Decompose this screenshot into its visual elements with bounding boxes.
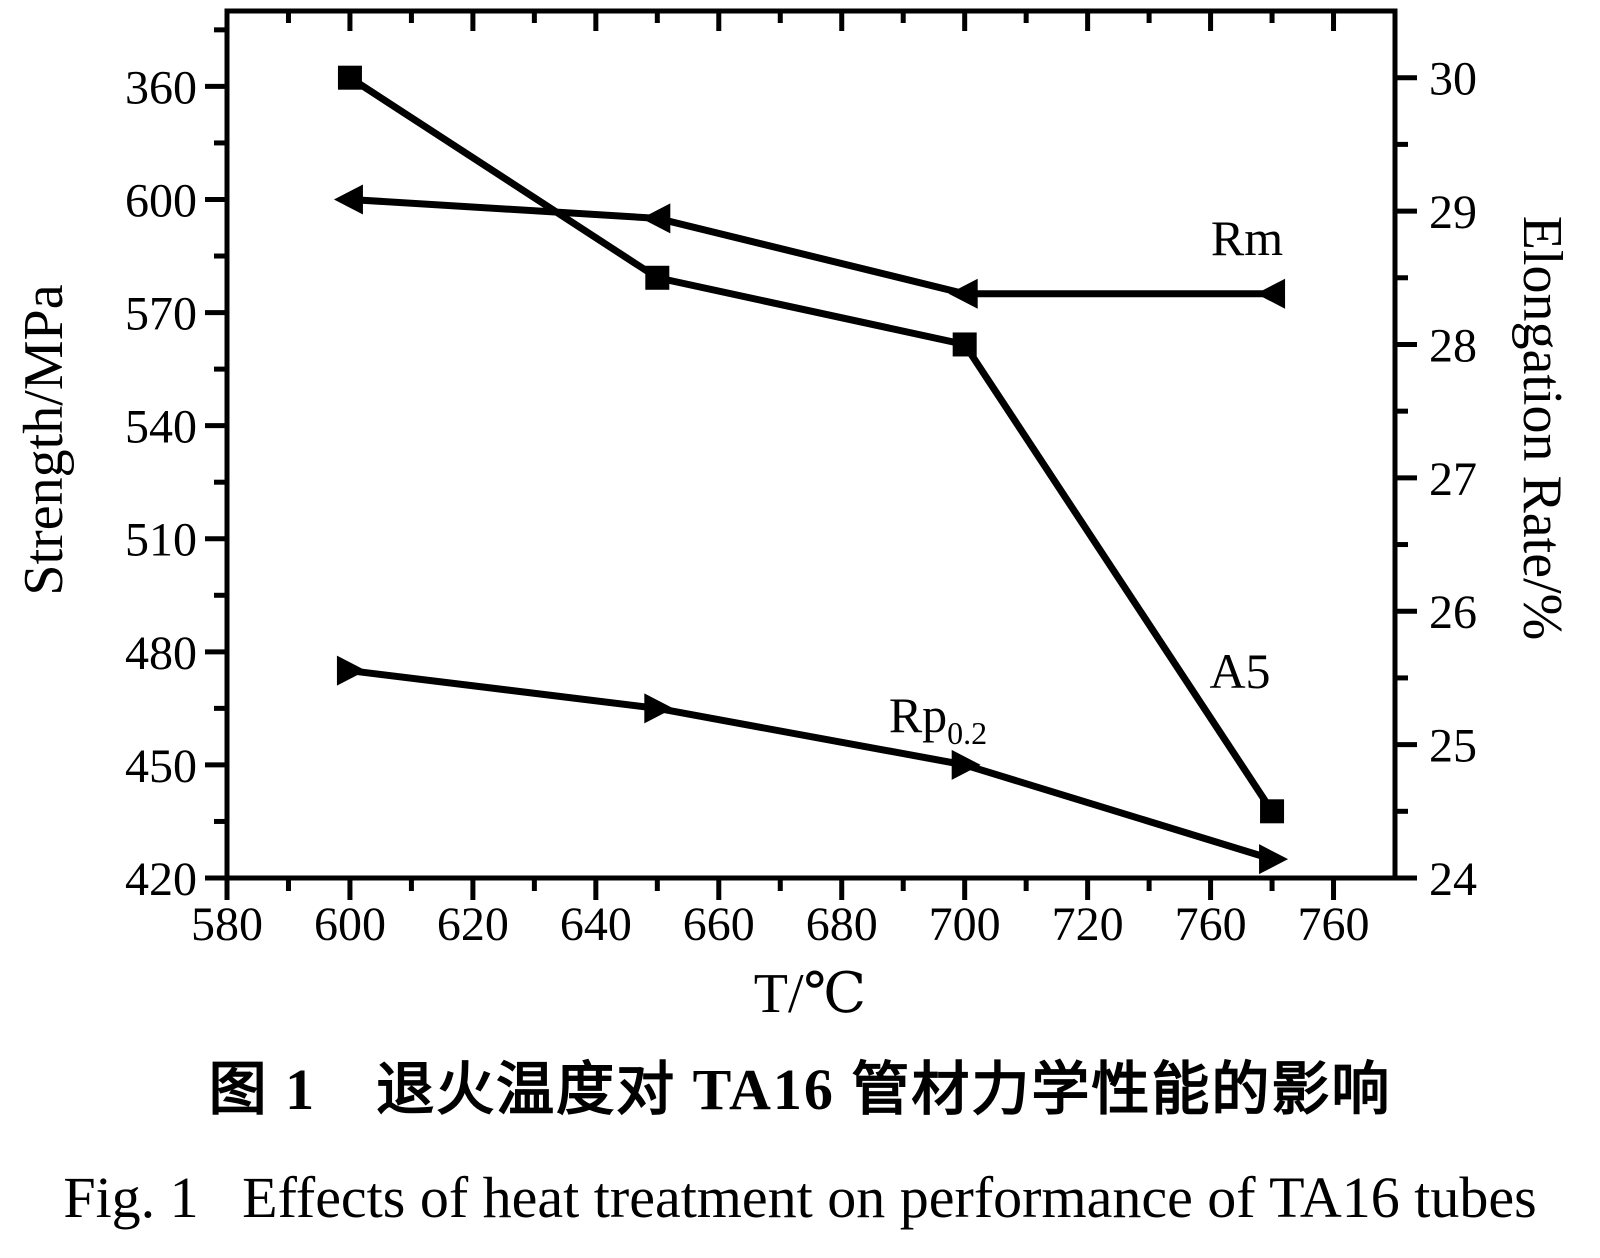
x-tick-label: 760 bbox=[1298, 898, 1370, 951]
series-A5: A5 bbox=[337, 65, 1285, 824]
x-tick-label: 720 bbox=[1052, 898, 1124, 951]
right-axis: 24 25 26 27 28 29 30 Elongation Rate/% bbox=[1395, 53, 1573, 906]
caption-english: Fig. 1 Effects of heat treatment on perf… bbox=[63, 1165, 1537, 1230]
left-tick-label: 600 bbox=[125, 174, 197, 227]
series-label-Rm: Rm bbox=[1211, 210, 1283, 266]
square-marker bbox=[645, 265, 670, 290]
x-tick-label: 600 bbox=[314, 898, 386, 951]
series-label-A5: A5 bbox=[1209, 643, 1270, 699]
square-marker bbox=[1260, 799, 1285, 824]
left-axis: 420 450 480 510 540 570 600 360 Strength/MPa bbox=[13, 27, 227, 906]
x-tick-label: 640 bbox=[560, 898, 632, 951]
line-chart: 580 600 620 640 660 680 700 720 760 760T/℃4204504… bbox=[13, 8, 1573, 1025]
left-tick-label: 540 bbox=[125, 401, 197, 454]
right-tick-label: 26 bbox=[1429, 586, 1477, 639]
left-tick-label: 480 bbox=[125, 627, 197, 680]
right-axis-title: Elongation Rate/% bbox=[1511, 216, 1573, 641]
triangle-left-marker bbox=[333, 184, 363, 215]
right-tick-label: 28 bbox=[1429, 319, 1477, 372]
x-tick-label: 760 bbox=[1175, 898, 1247, 951]
series-A5-line bbox=[348, 74, 1275, 814]
series-Rp0.2-line bbox=[349, 667, 1274, 863]
triangle-right-marker bbox=[1259, 844, 1289, 875]
series-Rm-line bbox=[349, 195, 1273, 298]
x-axis: 580 600 620 640 660 680 700 720 760 760 T/℃ bbox=[191, 11, 1370, 1025]
x-axis-title: T/℃ bbox=[754, 963, 866, 1025]
triangle-right-marker bbox=[336, 655, 366, 686]
triangle-right-marker bbox=[644, 693, 674, 724]
triangle-left-marker bbox=[948, 278, 978, 309]
right-tick-label: 29 bbox=[1429, 186, 1477, 239]
left-tick-label: 570 bbox=[125, 288, 197, 341]
square-marker bbox=[952, 332, 977, 357]
x-tick-label: 660 bbox=[683, 898, 755, 951]
right-tick-label: 27 bbox=[1429, 453, 1477, 506]
triangle-right-marker bbox=[951, 749, 981, 780]
triangle-left-marker bbox=[1256, 278, 1286, 309]
right-tick-label: 25 bbox=[1429, 720, 1477, 773]
series-label-Rp0.2: Rp0.2 bbox=[889, 687, 987, 751]
left-axis-title: Strength/MPa bbox=[13, 284, 75, 595]
triangle-left-marker bbox=[641, 203, 671, 234]
left-tick-label: 420 bbox=[125, 853, 197, 906]
x-tick-label: 580 bbox=[191, 898, 263, 951]
caption-chinese: 图 1 退火温度对 TA16 管材力学性能的影响 bbox=[208, 1057, 1392, 1122]
series-Rm: Rm bbox=[333, 184, 1286, 309]
left-tick-label: 360 bbox=[125, 61, 197, 114]
series-Rp0.2: Rp0.2 bbox=[336, 655, 1289, 875]
left-tick-label: 450 bbox=[125, 740, 197, 793]
x-tick-label: 680 bbox=[806, 898, 878, 951]
x-tick-label: 620 bbox=[437, 898, 509, 951]
left-tick-label: 510 bbox=[125, 514, 197, 567]
right-tick-label: 24 bbox=[1429, 853, 1477, 906]
plot-border bbox=[224, 8, 1398, 881]
x-tick-label: 700 bbox=[929, 898, 1001, 951]
square-marker bbox=[337, 65, 362, 90]
right-tick-label: 30 bbox=[1429, 53, 1477, 106]
